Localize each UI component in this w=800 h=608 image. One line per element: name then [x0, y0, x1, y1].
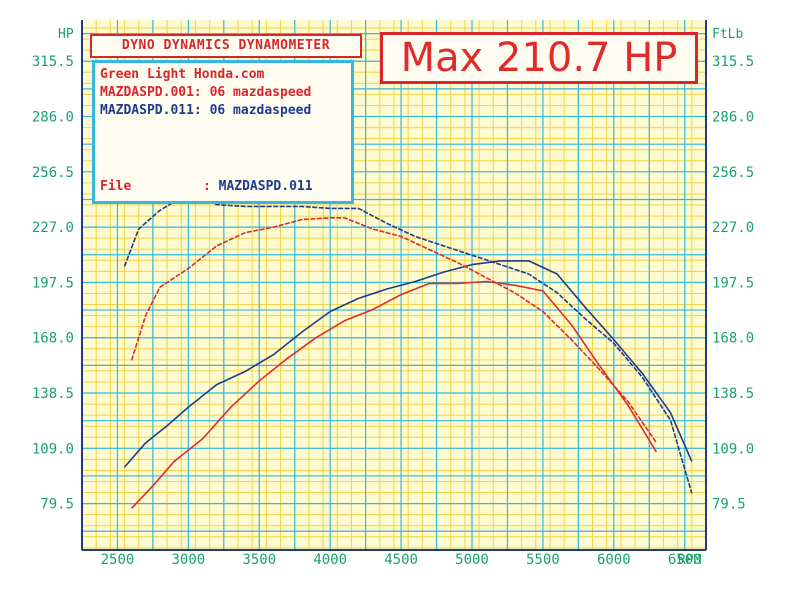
run-info-box: Green Light Honda.com MAZDASPD.001: 06 m…	[92, 60, 354, 204]
y-tick-label-right: 79.5	[712, 497, 746, 513]
y-tick-label-right: 168.0	[712, 331, 754, 347]
y-tick-label-right: 256.5	[712, 165, 754, 181]
y-tick-label-right: 227.0	[712, 220, 754, 236]
series-line-power-1	[131, 280, 658, 509]
y-tick-label-left: 109.0	[32, 441, 74, 457]
legend-run-1: MAZDASPD.001: 06 mazdaspeed	[100, 85, 312, 100]
file-separator: :	[202, 179, 211, 194]
x-tick-label: 4500	[384, 552, 418, 568]
y-tick-label-left: 227.0	[32, 220, 74, 236]
dyno-title-box: DYNO DYNAMICS DYNAMOMETER	[90, 34, 362, 58]
series-line-torque-4	[123, 192, 693, 494]
x-tick-label: 6000	[597, 552, 631, 568]
y-tick-label-right: 197.5	[712, 275, 754, 291]
y-tick-label-left: 79.5	[40, 497, 74, 513]
x-tick-label: 4000	[313, 552, 347, 568]
file-label: File	[100, 179, 132, 194]
axes	[81, 20, 707, 551]
y-tick-label-left: 315.5	[32, 54, 74, 70]
y-tick-label-left: 138.5	[32, 386, 74, 402]
y-tick-label-left: 168.0	[32, 331, 74, 347]
x-tick-label: 2500	[101, 552, 135, 568]
max-hp-box: Max 210.7 HP	[380, 32, 698, 84]
x-tick-label: 3500	[242, 552, 276, 568]
left-unit-label: HP	[58, 27, 74, 42]
file-row: File : MAZDASPD.011	[100, 179, 313, 194]
shop-name: Green Light Honda.com	[100, 67, 265, 82]
file-value: MAZDASPD.011	[218, 179, 313, 194]
y-tick-label-left: 256.5	[32, 165, 74, 181]
ticks-layer: 79.5 79.5 109.0 109.0 138.5 138.5 168.0 168.0 19…	[32, 54, 754, 568]
right-unit-label: FtLb	[712, 27, 743, 42]
y-tick-label-left: 286.0	[32, 110, 74, 126]
y-tick-label-left: 197.5	[32, 275, 74, 291]
x-tick-label: 3000	[172, 552, 206, 568]
series-layer	[123, 192, 693, 509]
y-tick-label-right: 286.0	[712, 110, 754, 126]
max-hp-label: Max 210.7 HP	[400, 35, 678, 81]
series-line-power-2	[123, 260, 693, 468]
y-tick-label-right: 315.5	[712, 54, 754, 70]
dyno-title: DYNO DYNAMICS DYNAMOMETER	[121, 38, 331, 53]
y-tick-label-right: 109.0	[712, 441, 754, 457]
x-axis-label: RPM	[678, 553, 702, 568]
legend-run-2: MAZDASPD.011: 06 mazdaspeed	[100, 103, 312, 118]
y-tick-label-right: 138.5	[712, 386, 754, 402]
x-tick-label: 5500	[526, 552, 560, 568]
x-tick-label: 5000	[455, 552, 489, 568]
series-line-torque-3	[130, 217, 658, 444]
x-tick-label: 6500	[668, 552, 702, 568]
